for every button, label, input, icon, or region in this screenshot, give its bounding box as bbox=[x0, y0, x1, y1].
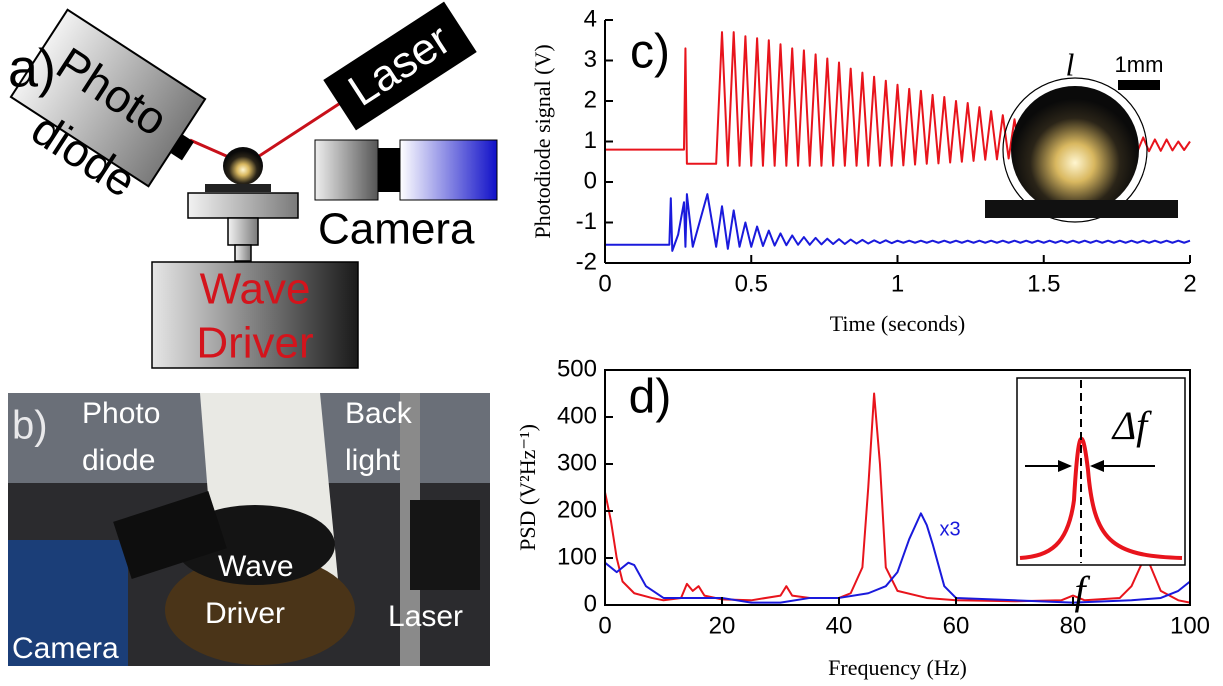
droplet-inset: l 1mm bbox=[985, 46, 1178, 223]
panel-a: Photo diode a) Laser Wave Driver Camera bbox=[8, 1, 498, 369]
panel-label: b) bbox=[12, 404, 48, 448]
x-tick-label: 40 bbox=[826, 612, 853, 639]
x-tick-label: 0.5 bbox=[735, 270, 768, 297]
x-tick-label: 1.5 bbox=[1027, 270, 1060, 297]
x-tick-label: 20 bbox=[709, 612, 736, 639]
y-tick-label: 2 bbox=[584, 86, 597, 113]
x-axis-label: Time (seconds) bbox=[830, 311, 965, 336]
x-tick-label: 1 bbox=[891, 270, 904, 297]
x-axis-label: Frequency (Hz) bbox=[828, 655, 967, 680]
data-line bbox=[605, 193, 1191, 252]
inset-label: Δf bbox=[1111, 403, 1152, 448]
y-axis-label: PSD (V²Hz⁻¹) bbox=[515, 424, 540, 551]
y-tick-label: 1 bbox=[584, 127, 597, 154]
annotation: x3 bbox=[939, 518, 960, 540]
backlight-label: light bbox=[345, 444, 401, 477]
x-tick-label: 60 bbox=[943, 612, 970, 639]
x-tick-label: 0 bbox=[598, 270, 611, 297]
panel-label: a) bbox=[8, 38, 56, 98]
laser-label: Laser bbox=[388, 600, 463, 633]
panel-label: c) bbox=[630, 26, 670, 79]
wave-driver-label: Wave bbox=[218, 550, 294, 583]
backlight-label: Back bbox=[345, 397, 413, 430]
inset-label: l bbox=[1066, 46, 1075, 82]
wave-driver-label: Driver bbox=[205, 597, 285, 630]
y-tick-label: 3 bbox=[584, 46, 597, 73]
peak-inset: Δf f bbox=[1016, 377, 1186, 613]
scale-label: 1mm bbox=[1115, 52, 1164, 77]
y-tick-label: 400 bbox=[557, 402, 597, 429]
y-tick-label: 300 bbox=[557, 449, 597, 476]
y-tick-label: 500 bbox=[557, 355, 597, 382]
y-tick-label: 200 bbox=[557, 496, 597, 523]
y-tick-label: -2 bbox=[576, 248, 597, 275]
panel-b: b) Photo diode Back light Wave Driver La… bbox=[8, 393, 490, 666]
y-tick-label: 4 bbox=[584, 5, 597, 32]
inset-label: f bbox=[1074, 568, 1090, 613]
x-tick-label: 0 bbox=[598, 612, 611, 639]
y-tick-label: 0 bbox=[584, 590, 597, 617]
camera-label: Camera bbox=[318, 205, 475, 254]
x-tick-label: 2 bbox=[1183, 270, 1196, 297]
data-line bbox=[604, 392, 1191, 604]
wave-driver-label: Driver bbox=[196, 319, 313, 368]
wave-driver-label: Wave bbox=[200, 265, 311, 314]
panel-label: d) bbox=[629, 371, 672, 424]
photodiode-label: Photo bbox=[82, 397, 160, 430]
y-tick-label: 0 bbox=[584, 167, 597, 194]
data-line bbox=[604, 512, 1191, 604]
y-tick-label: -1 bbox=[576, 208, 597, 235]
camera-label: Camera bbox=[12, 632, 119, 665]
y-tick-label: 100 bbox=[557, 543, 597, 570]
y-axis-label: Photodiode signal (V) bbox=[530, 44, 555, 238]
x-tick-label: 100 bbox=[1170, 612, 1210, 639]
x-tick-label: 80 bbox=[1060, 612, 1087, 639]
plot-frame bbox=[604, 369, 1191, 606]
photodiode-label: diode bbox=[82, 444, 155, 477]
